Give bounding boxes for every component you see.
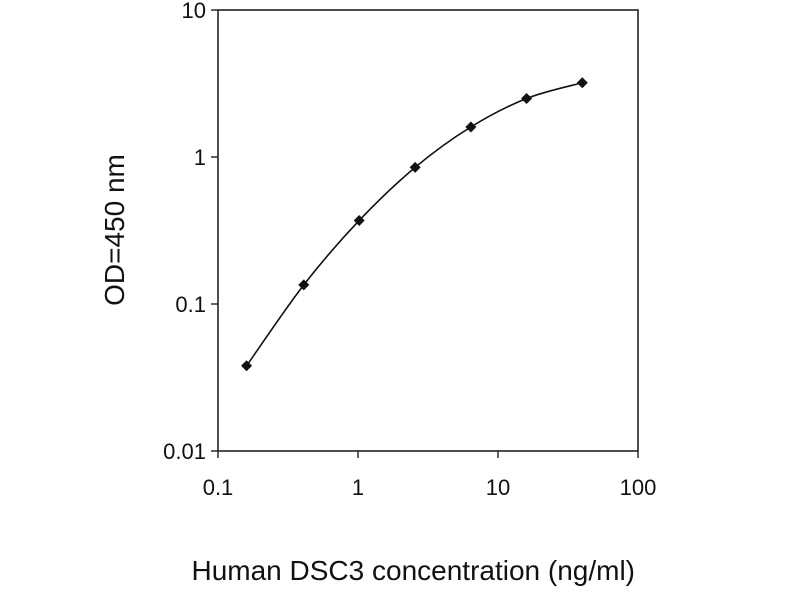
y-tick-label: 10	[182, 0, 206, 23]
y-axis-title: OD=450 nm	[99, 154, 130, 306]
data-point	[353, 214, 365, 226]
data-point	[298, 279, 310, 291]
x-axis-title: Human DSC3 concentration (ng/ml)	[191, 555, 635, 586]
data-point	[241, 360, 253, 372]
data-point	[465, 121, 477, 133]
x-tick-label: 0.1	[203, 475, 234, 500]
y-tick-label: 0.01	[163, 439, 206, 464]
data-point	[521, 93, 533, 105]
y-tick-label: 0.1	[175, 292, 206, 317]
y-axis: 0.01 0.1 1 10	[163, 0, 218, 464]
x-tick-label: 10	[486, 475, 510, 500]
x-tick-label: 100	[620, 475, 657, 500]
y-tick-label: 1	[194, 145, 206, 170]
plot-frame	[217, 9, 639, 452]
data-point	[576, 77, 588, 89]
x-axis: 0.1 1 10 100	[203, 451, 657, 500]
series-layer	[241, 77, 588, 372]
data-point	[409, 161, 421, 173]
series-line	[245, 81, 583, 367]
x-tick-label: 1	[352, 475, 364, 500]
